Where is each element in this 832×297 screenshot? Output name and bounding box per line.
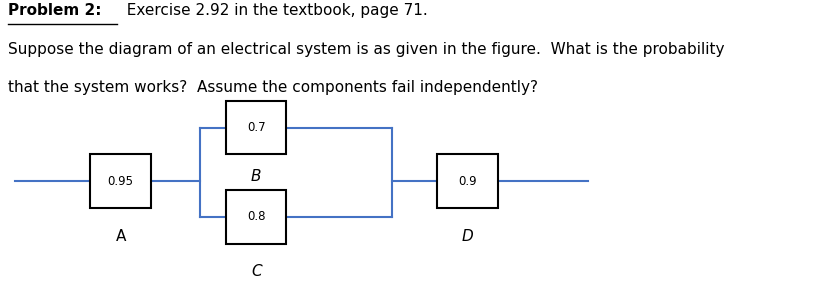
Text: Exercise 2.92 in the textbook, page 71.: Exercise 2.92 in the textbook, page 71.	[116, 3, 428, 18]
Text: 0.7: 0.7	[247, 121, 265, 134]
Text: Problem 2:: Problem 2:	[7, 3, 101, 18]
FancyBboxPatch shape	[91, 154, 151, 208]
Text: 0.95: 0.95	[107, 175, 134, 188]
Text: that the system works?  Assume the components fail independently?: that the system works? Assume the compon…	[7, 80, 537, 95]
Text: Suppose the diagram of an electrical system is as given in the figure.  What is : Suppose the diagram of an electrical sys…	[7, 42, 724, 57]
FancyBboxPatch shape	[438, 154, 498, 208]
Text: A: A	[116, 229, 126, 244]
FancyBboxPatch shape	[226, 101, 286, 154]
Text: C: C	[251, 264, 261, 279]
Text: B: B	[251, 169, 261, 184]
Text: 0.9: 0.9	[458, 175, 477, 188]
Text: 0.8: 0.8	[247, 210, 265, 223]
FancyBboxPatch shape	[226, 190, 286, 244]
Text: D: D	[462, 229, 473, 244]
